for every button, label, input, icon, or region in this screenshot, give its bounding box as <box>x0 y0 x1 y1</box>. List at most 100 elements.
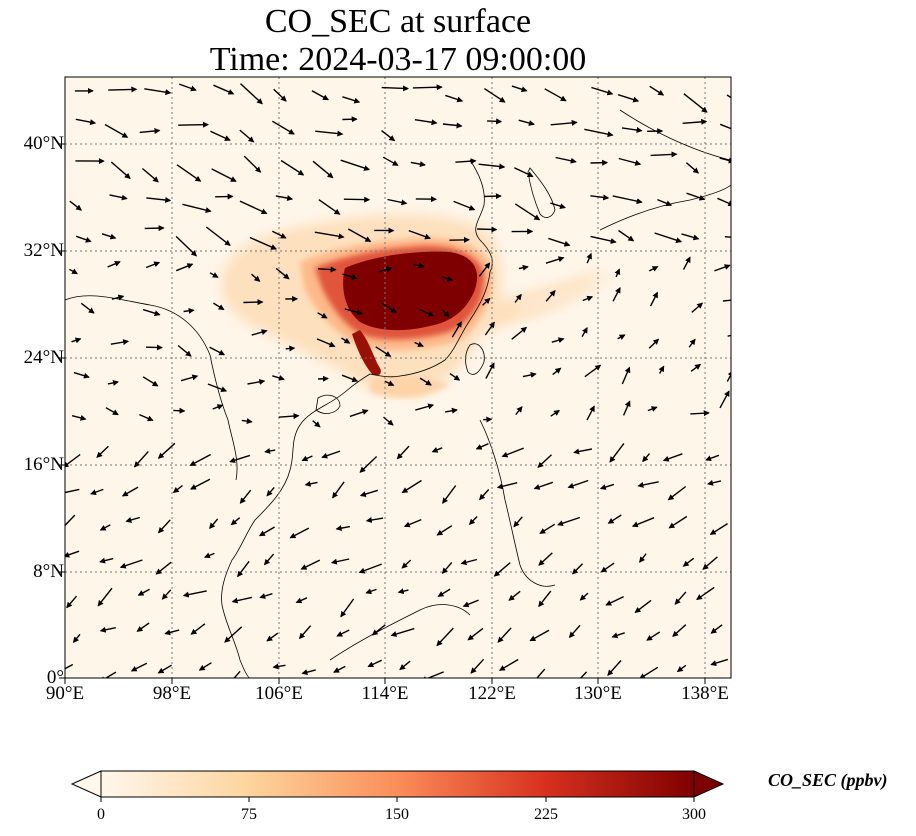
wind-arrow <box>470 658 485 674</box>
wind-arrow <box>304 480 318 487</box>
wind-arrow <box>182 203 212 214</box>
wind-arrow <box>515 406 523 416</box>
wind-arrow <box>183 307 195 314</box>
wind-arrow <box>612 287 621 302</box>
wind-arrow <box>239 200 268 215</box>
wind-arrow <box>139 127 161 134</box>
wind-arrow <box>442 485 457 504</box>
wind-arrow <box>133 451 149 468</box>
wind-arrow <box>557 516 581 527</box>
wind-arrow <box>271 230 287 239</box>
wind-arrow <box>617 94 640 103</box>
hainan-coast <box>315 394 341 414</box>
wind-arrow <box>726 94 731 99</box>
wind-arrow <box>631 517 655 528</box>
wind-arrow <box>685 162 700 174</box>
borneo-coast <box>329 604 471 661</box>
wind-arrow <box>396 445 410 460</box>
wind-arrow <box>442 309 450 318</box>
wind-arrow <box>572 563 583 575</box>
wind-arrow <box>237 560 250 578</box>
wind-arrow <box>538 552 553 566</box>
wind-arrow <box>383 416 394 426</box>
wind-arrow <box>99 557 114 564</box>
wind-arrow <box>637 481 659 488</box>
wind-arrow <box>278 413 300 420</box>
wind-arrow <box>175 263 194 272</box>
wind-arrow <box>482 297 491 306</box>
wind-arrow <box>508 590 521 601</box>
wind-arrow <box>579 592 589 601</box>
wind-arrow <box>349 409 369 418</box>
wind-arrow <box>381 85 409 92</box>
wind-arrow <box>340 159 371 171</box>
wind-vectors <box>65 83 731 678</box>
wind-arrow <box>607 514 622 524</box>
wind-arrow <box>295 597 308 604</box>
wind-arrow <box>648 338 660 349</box>
wind-arrow <box>142 376 159 387</box>
wind-arrow <box>266 486 275 497</box>
wind-arrow <box>511 326 528 340</box>
wind-arrow <box>419 308 435 317</box>
wind-arrow <box>710 658 729 666</box>
wind-arrow <box>243 155 262 173</box>
wind-arrow <box>104 123 129 138</box>
wind-arrow <box>607 660 622 676</box>
wind-arrow <box>719 390 730 409</box>
wind-arrow <box>612 195 643 205</box>
wind-arrow <box>686 192 706 201</box>
wind-arrow <box>110 161 131 179</box>
wind-arrow <box>497 627 512 643</box>
wind-arrow <box>683 93 708 113</box>
wind-arrow <box>119 559 143 569</box>
wind-arrow <box>605 595 625 606</box>
wind-arrow <box>727 332 731 339</box>
wind-arrow <box>233 670 241 678</box>
map-time: Time: 2024-03-17 09:00:00 <box>209 41 587 78</box>
wind-arrow <box>496 482 518 490</box>
wind-arrow <box>441 561 453 574</box>
wind-arrow <box>531 668 546 678</box>
wind-arrow <box>209 346 226 356</box>
wind-arrow <box>155 561 172 575</box>
wind-arrow <box>371 624 386 636</box>
wind-arrow <box>568 624 581 639</box>
wind-arrow <box>442 122 463 129</box>
wind-arrow <box>99 671 117 678</box>
wind-arrow <box>413 262 425 269</box>
wind-arrow <box>682 256 691 270</box>
china-coast <box>344 159 493 393</box>
wind-arrow <box>514 203 541 221</box>
wind-arrow <box>146 196 172 203</box>
wind-arrow <box>709 523 728 535</box>
wind-arrow <box>121 486 139 497</box>
wind-arrow <box>107 379 119 386</box>
wind-arrow <box>203 552 215 559</box>
wind-arrow <box>501 447 524 458</box>
wind-arrow <box>275 267 290 280</box>
wind-arrow <box>213 302 225 311</box>
wind-arrow <box>142 308 161 317</box>
wind-arrow <box>332 481 345 499</box>
wind-arrow <box>648 266 659 272</box>
wind-arrow <box>397 588 409 595</box>
wind-arrow <box>99 524 111 531</box>
wind-arrow <box>449 373 461 381</box>
wind-arrow <box>340 598 355 618</box>
wind-arrow <box>108 86 138 93</box>
wind-arrow <box>190 478 211 490</box>
wind-arrow <box>207 383 228 393</box>
wind-arrow <box>190 623 206 635</box>
wind-arrow <box>537 454 552 468</box>
wind-arrow <box>212 404 224 410</box>
wind-arrow <box>676 664 687 673</box>
wind-arrow <box>157 442 176 459</box>
wind-arrow <box>125 516 140 523</box>
wind-arrow <box>263 553 275 566</box>
wind-arrow <box>451 321 462 338</box>
wind-arrow <box>71 337 82 344</box>
wind-arrow <box>301 669 316 676</box>
wind-arrow <box>591 86 614 96</box>
wind-arrow <box>650 151 678 158</box>
